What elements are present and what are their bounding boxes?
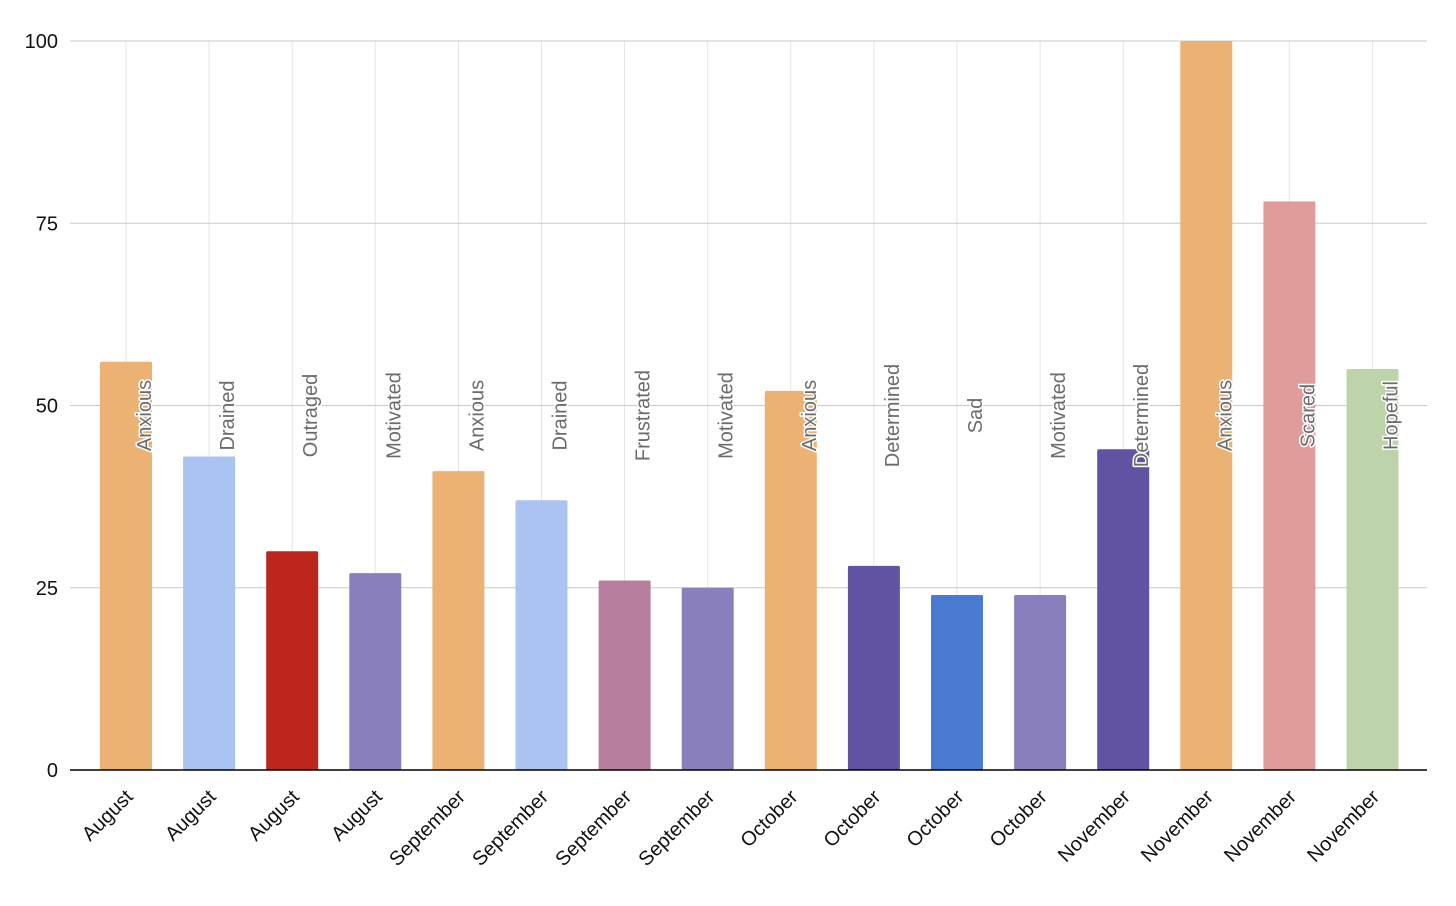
bar <box>1346 369 1399 770</box>
y-tick-label: 0 <box>47 760 58 782</box>
bar <box>349 573 402 770</box>
data-label: Drained <box>217 380 239 450</box>
x-tick-label: November <box>1054 786 1135 867</box>
data-label: Hopeful <box>1381 381 1403 450</box>
y-tick-label: 50 <box>36 396 58 418</box>
y-tick-label: 100 <box>25 31 58 53</box>
x-tick-label: November <box>1137 786 1218 867</box>
data-label: Scared <box>1297 384 1319 447</box>
bar <box>764 390 817 770</box>
data-label: Anxious <box>466 380 488 451</box>
data-label: Determined <box>882 364 904 467</box>
data-label: Motivated <box>716 372 738 459</box>
bar <box>1263 201 1316 770</box>
x-tick-label: October <box>820 786 886 852</box>
bar <box>183 456 236 770</box>
x-tick-label: September <box>468 786 553 871</box>
y-tick-label: 25 <box>36 578 58 600</box>
x-tick-label: August <box>244 786 304 846</box>
x-tick-label: August <box>78 786 138 846</box>
bar <box>100 361 152 770</box>
bar <box>432 471 485 770</box>
x-tick-label: October <box>903 786 969 852</box>
data-label: Anxious <box>799 380 821 451</box>
data-label: Determined <box>1131 364 1153 467</box>
bar <box>515 500 568 770</box>
bar <box>1097 449 1150 770</box>
data-label: Motivated <box>1048 372 1070 459</box>
bar <box>598 580 651 770</box>
bar <box>681 587 734 770</box>
data-label: Anxious <box>1214 380 1236 451</box>
data-label: Sad <box>965 398 987 434</box>
data-label: Frustrated <box>633 370 655 461</box>
bars <box>100 41 1399 770</box>
x-tick-label: September <box>385 786 470 871</box>
data-label: Drained <box>550 380 572 450</box>
x-tick-label: October <box>986 786 1052 852</box>
bar <box>1014 595 1067 770</box>
x-tick-label: November <box>1220 786 1301 867</box>
x-tick-label: August <box>161 786 221 846</box>
bar <box>266 551 319 770</box>
data-label: Anxious <box>134 380 156 451</box>
x-tick-label: September <box>634 786 719 871</box>
x-tick-label: August <box>327 786 387 846</box>
y-tick-label: 75 <box>36 213 58 235</box>
x-tick-label: October <box>736 786 802 852</box>
x-tick-label: September <box>551 786 636 871</box>
data-label: Outraged <box>300 374 322 457</box>
bar <box>1180 41 1233 770</box>
bar <box>847 565 900 770</box>
bar <box>931 595 983 770</box>
data-label: Motivated <box>383 372 405 459</box>
x-tick-label: November <box>1303 786 1384 867</box>
